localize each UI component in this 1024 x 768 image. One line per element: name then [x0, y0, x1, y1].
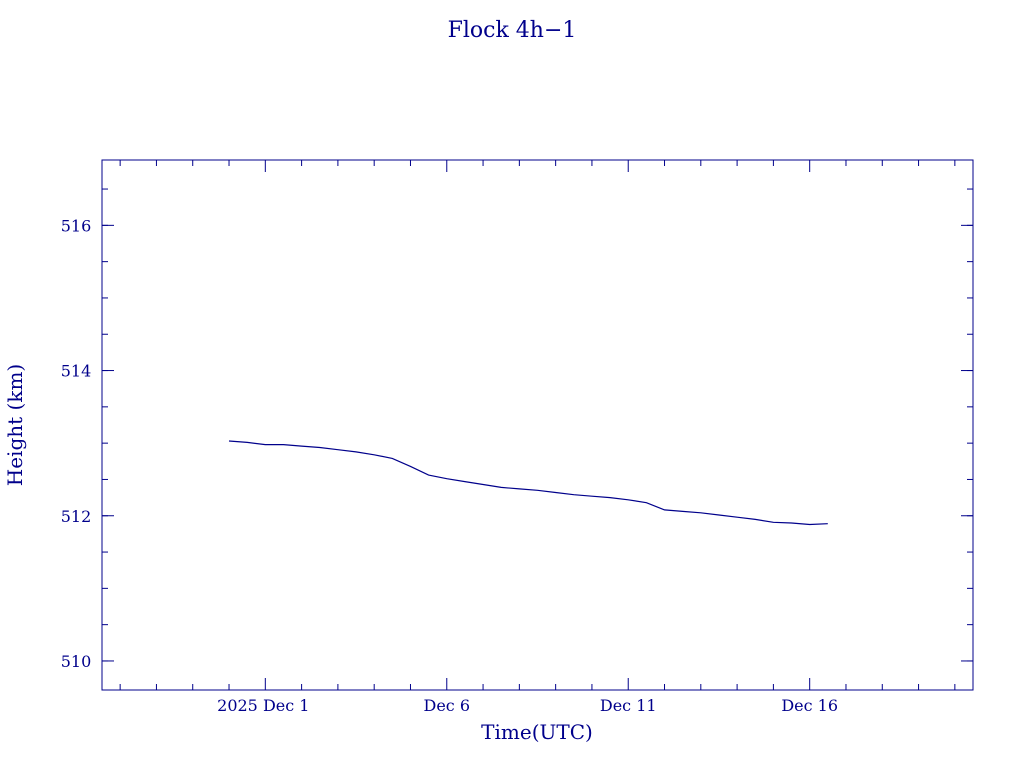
axis-ticks: [102, 160, 973, 690]
y-tick-label: 510: [61, 652, 92, 671]
y-tick-label: 514: [61, 362, 92, 381]
x-tick-label: Dec 11: [600, 696, 657, 715]
chart-title: Flock 4h−1: [448, 18, 577, 43]
tick-labels: 2025 Dec 1 Dec 6 Dec 11 Dec 16 510 512 514 516: [61, 216, 838, 715]
y-tick-label: 516: [61, 216, 92, 235]
x-tick-label: Dec 6: [424, 696, 471, 715]
x-tick-label: Dec 16: [781, 696, 838, 715]
y-axis-label: Height (km): [3, 364, 27, 486]
y-tick-label: 512: [61, 507, 92, 526]
height-series-line: [228, 440, 828, 526]
x-tick-label: 2025 Dec 1: [217, 696, 309, 715]
x-axis-label: Time(UTC): [481, 720, 593, 744]
plot-frame: [101, 159, 974, 691]
